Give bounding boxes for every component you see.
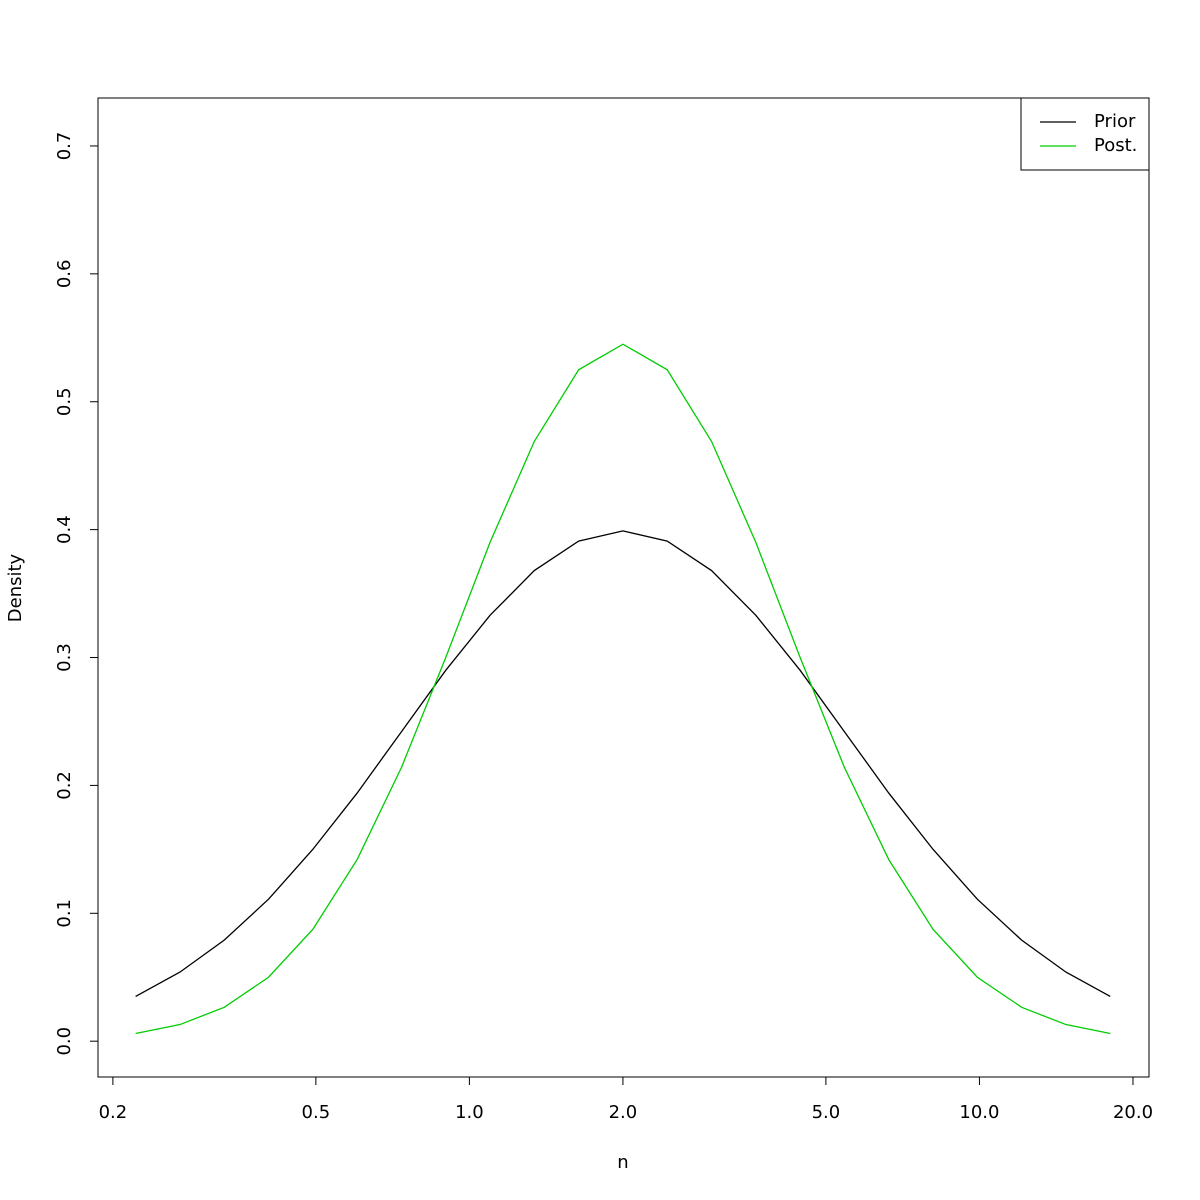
x-tick-label: 5.0 (812, 1102, 841, 1123)
x-axis-label: n (617, 1152, 628, 1173)
data-line (135, 343, 1111, 1035)
y-tick-label: 0.7 (54, 132, 75, 161)
plot-frame (97, 97, 1150, 1078)
data-line (135, 530, 1111, 998)
y-tick-label: 0.4 (54, 515, 75, 544)
y-tick-label: 0.0 (54, 1027, 75, 1056)
legend-label: Prior (1094, 111, 1136, 132)
y-tick-label: 0.1 (54, 899, 75, 928)
x-tick-label: 10.0 (959, 1102, 999, 1123)
x-tick-label: 0.2 (99, 1102, 128, 1123)
x-tick-label: 0.5 (302, 1102, 331, 1123)
y-tick-label: 0.2 (54, 771, 75, 800)
x-tick-label: 2.0 (609, 1102, 638, 1123)
legend-box (1020, 97, 1150, 171)
x-tick-label: 20.0 (1113, 1102, 1153, 1123)
y-tick-label: 0.3 (54, 643, 75, 672)
legend-label: Post. (1094, 135, 1137, 156)
y-tick-label: 0.6 (54, 260, 75, 289)
x-tick-label: 1.0 (455, 1102, 484, 1123)
y-axis-label: Density (5, 553, 26, 622)
y-tick-label: 0.5 (54, 387, 75, 416)
